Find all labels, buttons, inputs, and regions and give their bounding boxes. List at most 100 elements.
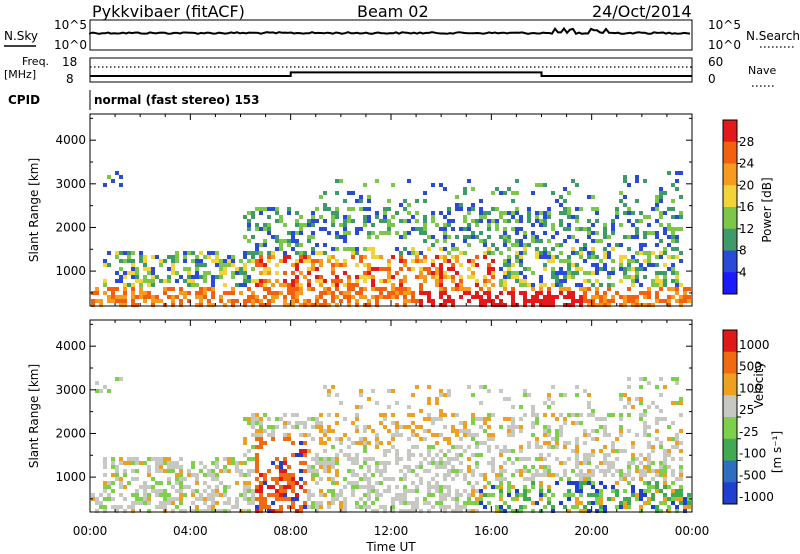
heatmap-cell (375, 509, 379, 513)
heatmap-cell (519, 279, 523, 283)
heatmap-cell (363, 477, 367, 481)
heatmap-cell (427, 509, 431, 513)
heatmap-cell (431, 303, 435, 307)
heatmap-cell (679, 477, 683, 481)
heatmap-cell (667, 505, 671, 509)
heatmap-cell (319, 303, 323, 307)
heatmap-cell (635, 295, 639, 299)
heatmap-cell (399, 433, 403, 437)
heatmap-cell (479, 441, 483, 445)
heatmap-cell (591, 295, 595, 299)
heatmap-cell (95, 291, 99, 295)
heatmap-cell (447, 461, 451, 465)
heatmap-cell (251, 251, 255, 255)
heatmap-cell (211, 275, 215, 279)
heatmap-cell (383, 231, 387, 235)
heatmap-cell (259, 207, 263, 211)
heatmap-cell (547, 215, 551, 219)
heatmap-cell (127, 271, 131, 275)
heatmap-cell (123, 275, 127, 279)
heatmap-cell (635, 279, 639, 283)
heatmap-cell (515, 489, 519, 493)
heatmap-cell (215, 493, 219, 497)
heatmap-cell (567, 227, 571, 231)
heatmap-cell (155, 465, 159, 469)
heatmap-cell (363, 505, 367, 509)
heatmap-cell (403, 493, 407, 497)
heatmap-cell (271, 485, 275, 489)
heatmap-cell (479, 211, 483, 215)
heatmap-cell (439, 295, 443, 299)
heatmap-cell (231, 291, 235, 295)
heatmap-cell (523, 283, 527, 287)
heatmap-cell (403, 259, 407, 263)
heatmap-cell (467, 497, 471, 501)
heatmap-cell (251, 211, 255, 215)
heatmap-cell (671, 497, 675, 501)
heatmap-cell (439, 283, 443, 287)
heatmap-cell (551, 445, 555, 449)
heatmap-cell (643, 235, 647, 239)
heatmap-cell (559, 195, 563, 199)
heatmap-cell (131, 275, 135, 279)
colorbar-swatch (723, 141, 737, 164)
heatmap-cell (659, 191, 663, 195)
heatmap-cell (547, 295, 551, 299)
heatmap-cell (419, 303, 423, 307)
heatmap-cell (335, 453, 339, 457)
heatmap-cell (147, 501, 151, 505)
heatmap-cell (363, 441, 367, 445)
heatmap-cell (243, 485, 247, 489)
heatmap-cell (671, 437, 675, 441)
heatmap-cell (183, 485, 187, 489)
heatmap-cell (587, 393, 591, 397)
heatmap-cell (627, 235, 631, 239)
heatmap-cell (291, 279, 295, 283)
heatmap-cell (259, 425, 263, 429)
heatmap-cell (499, 235, 503, 239)
heatmap-cell (655, 231, 659, 235)
heatmap-cell (227, 461, 231, 465)
heatmap-cell (455, 271, 459, 275)
heatmap-cell (655, 385, 659, 389)
heatmap-cell (243, 303, 247, 307)
heatmap-cell (615, 449, 619, 453)
heatmap-cell (603, 231, 607, 235)
heatmap-cell (535, 421, 539, 425)
heatmap-cell (247, 275, 251, 279)
heatmap-cell (387, 271, 391, 275)
heatmap-cell (455, 473, 459, 477)
heatmap-cell (575, 465, 579, 469)
heatmap-cell (231, 461, 235, 465)
heatmap-cell (391, 295, 395, 299)
heatmap-cell (447, 493, 451, 497)
heatmap-cell (307, 469, 311, 473)
heatmap-cell (259, 485, 263, 489)
heatmap-cell (527, 489, 531, 493)
heatmap-cell (167, 275, 171, 279)
heatmap-cell (283, 255, 287, 259)
heatmap-cell (143, 461, 147, 465)
heatmap-cell (131, 469, 135, 473)
heatmap-cell (279, 243, 283, 247)
heatmap-cell (451, 477, 455, 481)
heatmap-cell (435, 417, 439, 421)
heatmap-cell (359, 287, 363, 291)
heatmap-cell (311, 287, 315, 291)
heatmap-cell (175, 279, 179, 283)
heatmap-cell (211, 291, 215, 295)
heatmap-cell (471, 413, 475, 417)
heatmap-cell (223, 485, 227, 489)
heatmap-cell (435, 461, 439, 465)
heatmap-cell (619, 473, 623, 477)
heatmap-cell (615, 291, 619, 295)
heatmap-cell (291, 247, 295, 251)
heatmap-cell (291, 413, 295, 417)
heatmap-cell (215, 275, 219, 279)
heatmap-cell (255, 251, 259, 255)
heatmap-cell (395, 433, 399, 437)
heatmap-cell (215, 477, 219, 481)
heatmap-cell (671, 473, 675, 477)
heatmap-cell (327, 259, 331, 263)
heatmap-cell (511, 199, 515, 203)
